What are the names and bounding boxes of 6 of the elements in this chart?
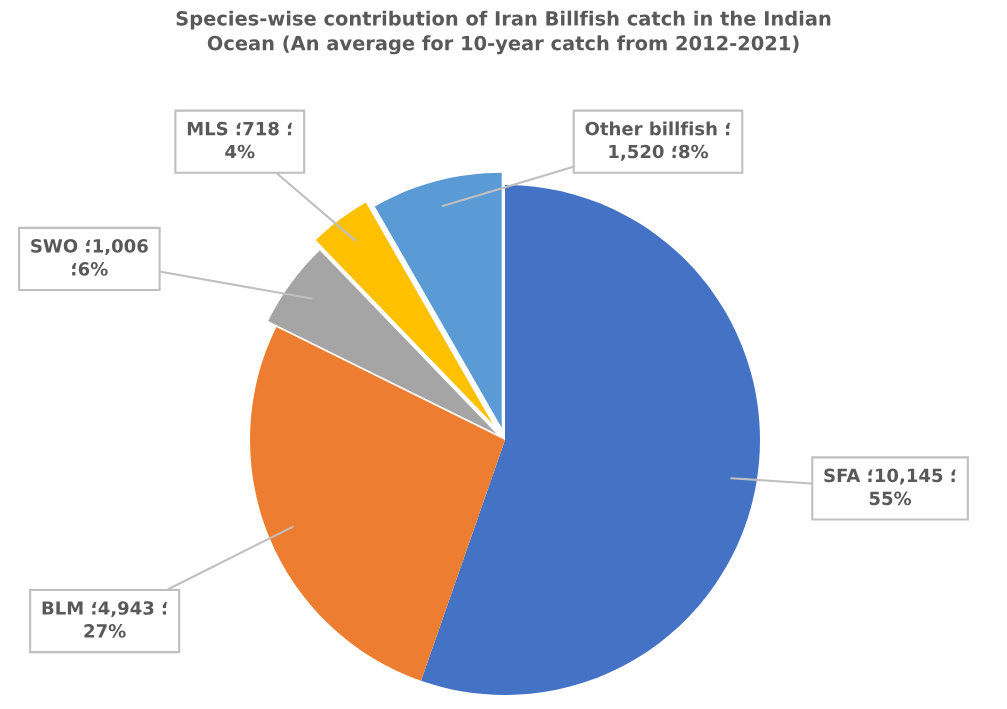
slice-label: Other billfish ؛ 1,520 ؛8%	[585, 121, 731, 161]
chart-title: Species-wise contribution of Iran Billfish catch in the Indian Ocean (An average for 10-year catch from 2012-2021)	[176, 10, 831, 55]
slice-label: SWO ؛1,006 ؛6%	[31, 239, 148, 276]
slice-label: MLS ؛718 ؛ 4%	[187, 121, 292, 159]
slice-label: SFA ؛10,145 ؛ 55%	[824, 468, 956, 506]
slice-label: BLM ؛4,943 ؛ 27%	[42, 601, 167, 638]
